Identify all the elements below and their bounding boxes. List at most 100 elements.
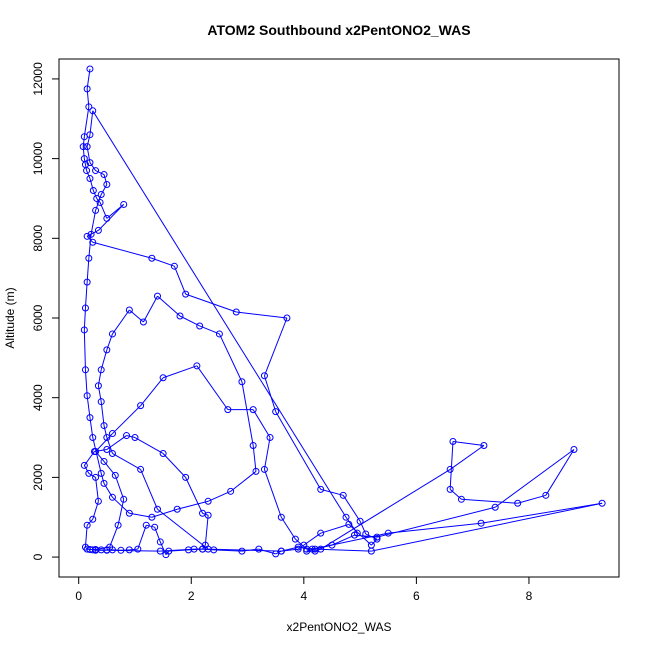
series-segment [481,502,603,524]
series-segment [103,174,108,185]
series-segment [112,405,141,434]
series-segment [162,365,198,379]
series-segment [315,548,372,552]
series-segment [371,502,603,552]
series-segment [129,512,152,518]
series-segment [252,445,257,472]
data-point [89,186,97,194]
series-segment [86,229,99,237]
data-point [100,422,108,430]
series-segment [112,453,141,470]
data-point [89,107,97,115]
series-segment [179,315,200,327]
series-segment [95,170,105,176]
series-segment [100,184,108,195]
series-segment [207,490,231,502]
data-point [125,546,133,554]
data-point [153,292,161,300]
data-point [89,515,97,523]
data-point [272,550,280,558]
data-point [204,497,212,505]
series-segment [236,311,287,319]
series-segment [263,469,282,518]
data-point [514,499,522,507]
data-point [92,447,100,455]
data-point [86,131,94,139]
series-segment [100,473,105,484]
data-point [80,461,88,469]
data-point [94,382,102,390]
series-segment [165,550,170,555]
data-point [94,226,102,234]
series-segment [103,425,108,438]
data-point [283,314,291,322]
data-point [100,479,108,487]
data-point [260,465,268,473]
chart-title: ATOM2 Southbound x2PentONO2_WAS [207,22,470,38]
y-tick-label: 10000 [31,142,45,176]
data-point [131,434,139,442]
series-segment [185,477,203,514]
data-point [345,520,353,528]
data-point [137,402,145,410]
data-point [176,312,184,320]
series-segment [162,453,186,478]
series-segment [86,395,91,418]
series-segment [92,110,347,518]
data-point [362,530,370,538]
series-segment [196,365,229,410]
data-point [92,167,100,175]
series-segment [173,266,187,295]
series-segment [83,329,86,370]
data-point [477,519,485,527]
data-point [103,214,111,222]
y-tick-label: 6000 [31,304,45,331]
data-point [182,473,190,481]
series-segment [146,524,155,528]
data-point [232,308,240,316]
series-segment [98,204,125,231]
series-segment [140,469,158,510]
data-point [598,499,606,507]
data-point [204,545,212,553]
data-point [137,465,145,473]
data-point [100,457,108,465]
series-segment [126,435,136,439]
data-point [153,505,161,513]
series-segment [90,210,97,235]
series-segment [185,293,237,313]
series-segment [449,445,485,470]
series-segment [452,441,484,447]
series-segment [449,441,454,490]
series-segment [241,381,254,446]
data-point [480,442,488,450]
data-point [317,529,325,537]
data-point [86,414,94,422]
data-point [308,545,316,553]
series-segment [82,136,85,147]
series-segment [100,401,105,426]
data-point [277,513,285,521]
series-segment [86,235,94,243]
data-point [151,523,159,531]
x-tick-label: 0 [75,589,82,603]
data-point [294,545,302,553]
data-point [103,181,111,189]
data-point [317,485,325,493]
series-segment [114,475,125,500]
data-point [255,545,263,553]
data-point [224,406,232,414]
x-tick-label: 2 [188,589,195,603]
series-segment [199,325,220,335]
data-point [291,535,299,543]
series-segment [177,500,209,510]
series-segment [86,518,94,526]
series-segment [213,549,242,552]
data-point [89,434,97,442]
data-point [83,167,91,175]
x-axis-label: x2PentONO2_WAS [287,620,392,634]
data-point [92,206,100,214]
data-point [123,432,131,440]
series-segment [449,488,462,500]
series-segment [96,198,101,203]
